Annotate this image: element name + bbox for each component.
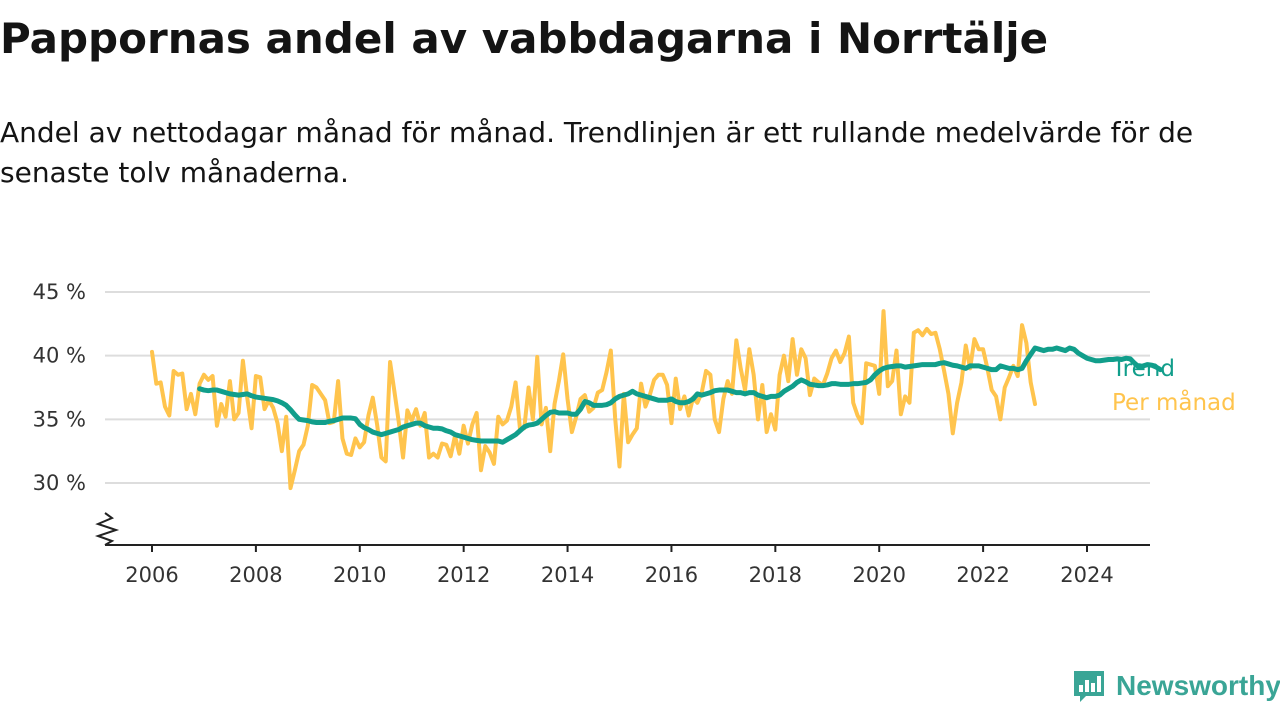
trend-series-line bbox=[197, 345, 1164, 445]
trend-label: Trend bbox=[1111, 356, 1175, 382]
axis-break-icon bbox=[94, 512, 120, 546]
monthly-series-line bbox=[150, 309, 1038, 491]
x-tick-label: 2020 bbox=[852, 563, 905, 587]
x-tick-label: 2016 bbox=[645, 563, 698, 587]
x-tick-label: 2018 bbox=[749, 563, 802, 587]
x-tick-label: 2012 bbox=[437, 563, 490, 587]
newsworthy-logo: Newsworthy bbox=[1072, 666, 1280, 706]
x-tick-label: 2022 bbox=[956, 563, 1009, 587]
x-tick-label: 2024 bbox=[1060, 563, 1113, 587]
y-tick-label: 40 % bbox=[33, 344, 86, 368]
x-tick-label: 2014 bbox=[541, 563, 594, 587]
y-tick-label: 35 % bbox=[33, 407, 86, 431]
logo-text: Newsworthy bbox=[1116, 670, 1280, 701]
x-tick-label: 2008 bbox=[229, 563, 282, 587]
monthly-label: Per månad bbox=[1112, 388, 1236, 416]
y-tick-label: 30 % bbox=[33, 471, 86, 495]
chart-title: Pappornas andel av vabbdagarna i Norrtäl… bbox=[0, 14, 1049, 63]
x-tick-label: 2006 bbox=[125, 563, 178, 587]
x-tick-label: 2010 bbox=[333, 563, 386, 587]
chart-subtitle: Andel av nettodagar månad för månad. Tre… bbox=[0, 116, 1194, 189]
bar-chart-logo-icon bbox=[1074, 671, 1104, 702]
y-tick-label: 45 % bbox=[33, 280, 86, 304]
